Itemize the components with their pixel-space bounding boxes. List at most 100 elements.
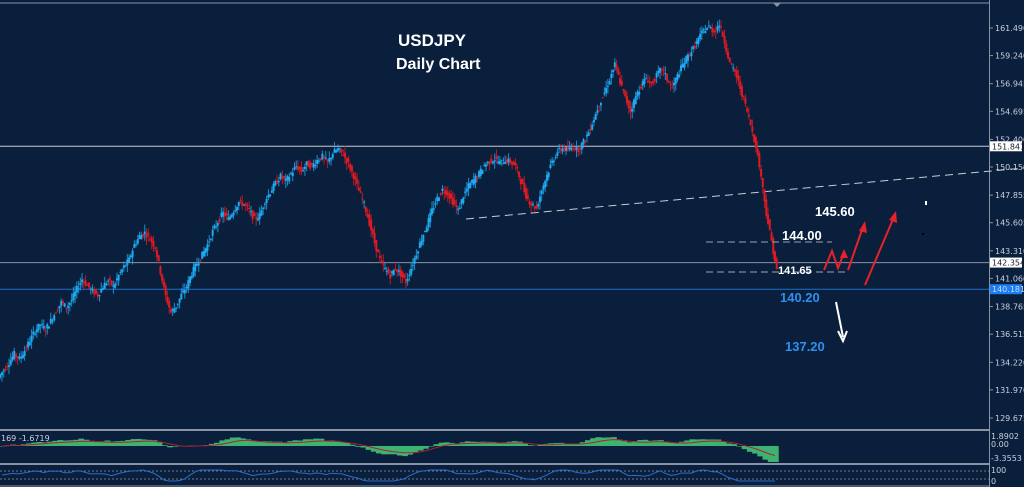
bear-candle [142, 234, 145, 237]
bear-candle [601, 97, 604, 99]
bear-candle [6, 366, 9, 368]
macd-histogram-bar [720, 441, 727, 446]
macd-histogram-bar [255, 441, 262, 446]
bear-candle [648, 81, 651, 83]
bull-candle [98, 295, 101, 297]
dashed-trendline [465, 167, 1024, 220]
bull-candle [424, 231, 427, 233]
bear-candle [164, 285, 167, 296]
bear-candle [660, 68, 663, 70]
y-tick-label: 141.060 [995, 274, 1024, 283]
bull-candle [182, 290, 185, 293]
bull-candle [0, 374, 2, 378]
bear-candle [323, 156, 326, 158]
bull-candle [138, 235, 141, 239]
macd-histogram-bar [459, 442, 466, 446]
bear-candle [490, 158, 493, 163]
bear-candle [342, 154, 345, 156]
bear-candle [310, 162, 313, 165]
y-tick-label: 143.310 [995, 247, 1024, 256]
bull-candle [692, 46, 695, 50]
bull-candle [565, 147, 568, 151]
bull-candle [187, 280, 190, 289]
macd-histogram-bar [736, 446, 743, 447]
bear-candle [626, 96, 629, 104]
bear-candle [579, 148, 582, 150]
bear-candle [671, 87, 674, 89]
bear-candle [340, 148, 343, 152]
bull-candle [42, 326, 45, 329]
bear-candle [772, 238, 775, 254]
bull-candle [291, 172, 294, 176]
bear-candle [511, 161, 514, 165]
macd-histogram-bar [428, 446, 435, 447]
bull-candle [101, 288, 104, 290]
macd-histogram-bar [52, 440, 58, 446]
label-145-60: 145.60 [815, 204, 855, 219]
bull-candle [436, 196, 439, 202]
macd-histogram-bar [725, 443, 732, 446]
bear-candle [639, 86, 642, 89]
bear-candle [563, 147, 566, 151]
bear-candle [382, 260, 385, 265]
bull-candle [384, 267, 387, 269]
macd-histogram-bar [73, 439, 79, 446]
bear-candle [161, 274, 164, 282]
bear-candle [666, 73, 669, 81]
bull-candle [507, 158, 510, 163]
bull-candle [230, 214, 233, 218]
macd-histogram-bar [402, 446, 408, 457]
y-tick-label: 138.765 [995, 303, 1024, 312]
y-tick-label: 161.490 [995, 24, 1024, 33]
bear-candle [747, 114, 750, 117]
bull-candle [540, 190, 543, 194]
bear-candle [61, 301, 64, 304]
bull-candle [129, 255, 132, 258]
bear-candle [108, 278, 111, 280]
bull-candle [486, 161, 489, 164]
bear-candle [646, 80, 649, 83]
red-zigzag-arrow [823, 248, 845, 271]
bull-candle [178, 298, 181, 303]
bull-candle [634, 96, 637, 105]
bear-candle [723, 35, 726, 44]
macd-histogram-bar [678, 441, 685, 446]
bull-candle [232, 212, 235, 216]
bear-candle [746, 108, 749, 112]
bull-candle [171, 309, 174, 311]
macd-histogram-bar [391, 446, 398, 455]
macd-histogram-bar [172, 446, 179, 447]
bear-candle [218, 218, 221, 222]
bull-candle [23, 350, 26, 356]
bull-candle [697, 37, 700, 45]
bull-candle [678, 74, 681, 77]
bear-candle [720, 26, 723, 28]
osc-tick-100: 100 [991, 466, 1006, 475]
macd-histogram-bar [365, 446, 372, 450]
bull-candle [91, 288, 94, 291]
macd-histogram-bar [605, 437, 612, 446]
bull-candle [493, 160, 496, 162]
macd-histogram-bar [621, 441, 628, 446]
bear-candle [396, 269, 399, 272]
bear-candle [16, 356, 19, 359]
bear-candle [246, 205, 249, 207]
bull-candle [284, 178, 287, 181]
bear-candle [737, 75, 740, 81]
oscillator-line [1, 469, 775, 482]
macd-histogram-bar [370, 446, 377, 452]
bear-candle [96, 293, 99, 297]
macd-histogram-bar [313, 438, 320, 446]
bear-candle [518, 171, 521, 178]
bull-candle [568, 147, 571, 150]
macd-histogram-bar [245, 439, 252, 446]
bear-candle [505, 159, 508, 163]
bear-candle [401, 271, 404, 277]
bull-candle [335, 150, 338, 153]
bear-candle [157, 255, 160, 261]
shift-marker-icon[interactable] [773, 3, 781, 7]
bear-candle [512, 161, 515, 166]
bull-candle [542, 185, 545, 190]
bear-candle [44, 330, 47, 332]
